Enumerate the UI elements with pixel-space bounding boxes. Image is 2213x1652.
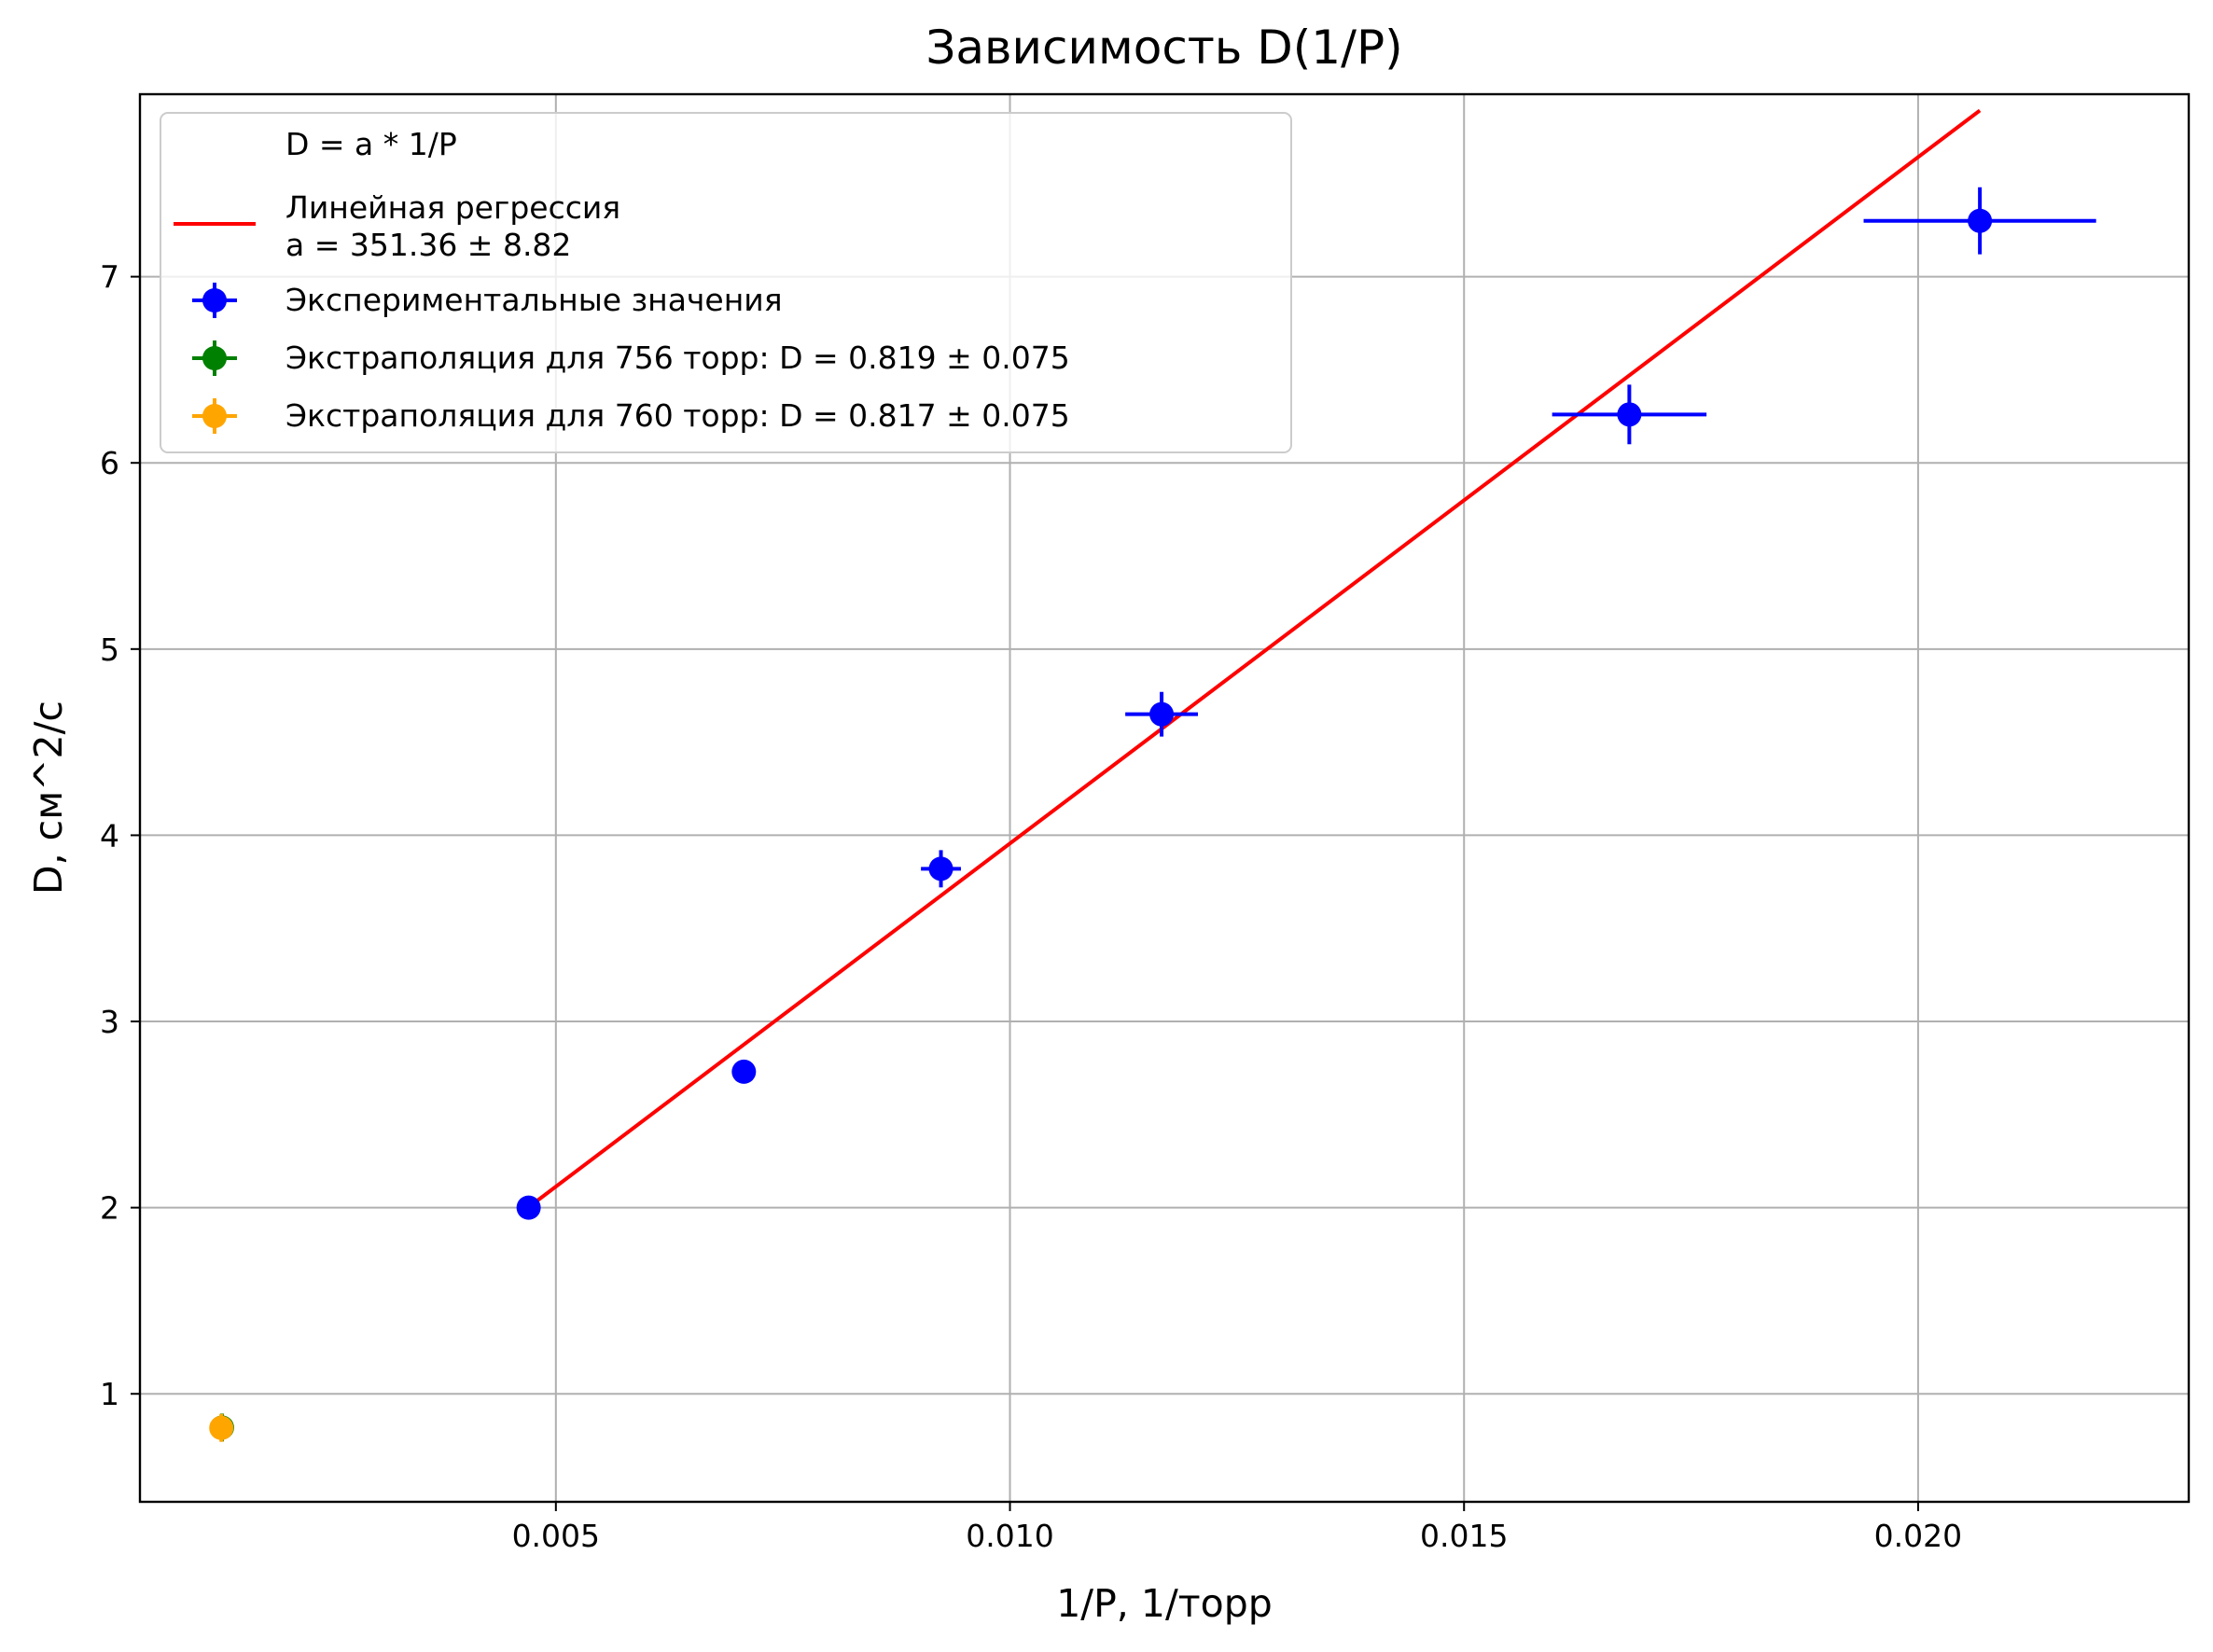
axis-ticks: 0.005 0.010 0.015 0.020 1 2 3 4 5 6 7 (100, 259, 1962, 1554)
data-point (516, 1195, 541, 1220)
y-tick-label: 4 (100, 817, 119, 854)
legend-label: Линейная регрессия (285, 189, 620, 226)
y-tick-label: 2 (100, 1190, 119, 1227)
y-tick-label: 5 (100, 632, 119, 668)
legend-label: Экстраполяция для 760 торр: D = 0.817 ± … (285, 397, 1070, 434)
legend-label: D = a * 1/P (285, 126, 457, 162)
y-axis-label: D, см^2/с (26, 701, 71, 895)
chart-title: Зависимость D(1/P) (926, 21, 1402, 75)
legend-marker (202, 404, 227, 428)
data-point (928, 856, 953, 882)
regression-line-layer (527, 108, 1982, 1209)
legend-marker (202, 346, 227, 370)
legend-label: Экстраполяция для 756 торр: D = 0.819 ± … (285, 340, 1070, 376)
y-tick-label: 1 (100, 1376, 119, 1412)
y-tick-label: 7 (100, 259, 119, 296)
data-point (209, 1415, 234, 1440)
legend-label: a = 351.36 ± 8.82 (285, 227, 571, 263)
y-tick-label: 3 (100, 1004, 119, 1040)
x-tick-label: 0.005 (512, 1518, 600, 1554)
x-tick-label: 0.015 (1420, 1518, 1508, 1554)
legend-marker (202, 288, 227, 312)
legend-label: Экспериментальные значения (285, 282, 783, 318)
x-axis-label: 1/P, 1/торр (1056, 1581, 1273, 1626)
legend-frame (160, 112, 1292, 453)
x-tick-label: 0.020 (1874, 1518, 1962, 1554)
data-point (1968, 208, 1993, 233)
data-points-layer (209, 187, 2096, 1442)
data-point (1149, 701, 1175, 727)
y-tick-label: 6 (100, 445, 119, 481)
data-point (1617, 402, 1642, 427)
x-tick-label: 0.010 (966, 1518, 1053, 1554)
data-point (731, 1059, 757, 1084)
plot-area-frame (138, 92, 2191, 1504)
regression-line (527, 108, 1982, 1209)
